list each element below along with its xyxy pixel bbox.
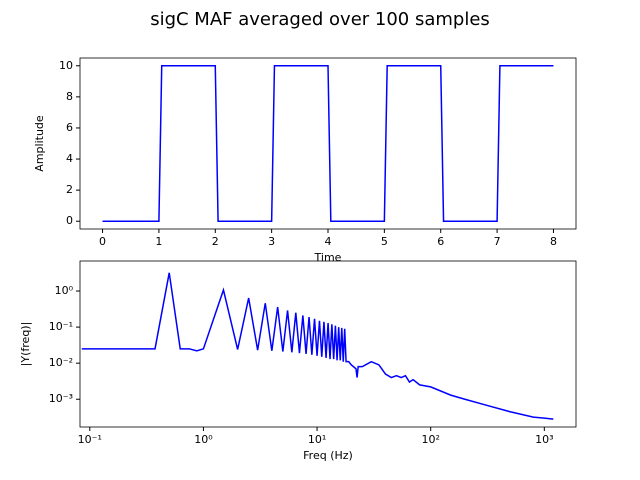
- y-tick-label: 4: [66, 152, 73, 165]
- plot-frame: [79, 57, 577, 230]
- x-tick-label: 1: [155, 235, 162, 248]
- x-tick-label: 8: [550, 235, 557, 248]
- x-tick-label: 10⁻¹: [78, 433, 102, 446]
- y-tick-label: 2: [66, 183, 73, 196]
- x-tick-label: 0: [99, 235, 106, 248]
- plot-frame: [79, 260, 577, 428]
- y-tick-label: 8: [66, 90, 73, 103]
- y-axis-label: Amplitude: [33, 115, 46, 172]
- y-tick-label: 10⁻²: [49, 356, 73, 369]
- x-tick-label: 3: [268, 235, 275, 248]
- x-tick-label: 5: [381, 235, 388, 248]
- x-tick-label: 2: [212, 235, 219, 248]
- data-line: [102, 65, 554, 222]
- figure-title: sigC MAF averaged over 100 samples: [150, 9, 490, 30]
- x-tick-label: 10¹: [308, 433, 326, 446]
- x-axis-label: Freq (Hz): [303, 449, 353, 462]
- y-tick-label: 10: [59, 59, 73, 72]
- x-tick-label: 10²: [421, 433, 439, 446]
- y-tick-label: 0: [66, 214, 73, 227]
- y-tick-label: 10⁻¹: [49, 320, 73, 333]
- y-tick-label: 6: [66, 121, 73, 134]
- x-tick-label: 4: [325, 235, 332, 248]
- x-tick-label: 10⁰: [194, 433, 213, 446]
- y-tick-label: 10⁰: [55, 284, 74, 297]
- plot-area: [80, 261, 576, 427]
- y-axis-label: |Y(freq)|: [19, 322, 32, 367]
- x-tick-label: 6: [437, 235, 444, 248]
- x-tick-label: 7: [494, 235, 501, 248]
- x-tick-label: 10³: [535, 433, 553, 446]
- y-tick-label: 10⁻³: [49, 392, 73, 405]
- data-line: [81, 272, 554, 420]
